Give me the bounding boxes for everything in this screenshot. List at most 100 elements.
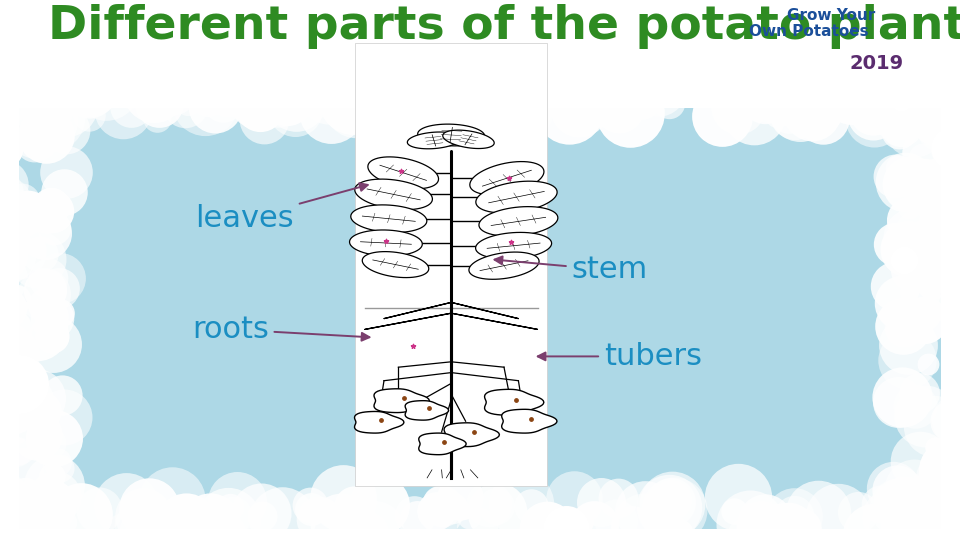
Point [467, 428, 482, 437]
Point [890, 163, 905, 172]
Point [164, 496, 180, 504]
Point [73, 510, 88, 518]
Point [902, 216, 918, 225]
Point [921, 269, 936, 278]
Point [7, 206, 22, 215]
Point [22, 395, 37, 403]
Polygon shape [418, 124, 485, 146]
Point [20, 524, 36, 533]
Point [867, 530, 882, 539]
Point [852, 97, 868, 106]
Point [900, 176, 915, 185]
Point [933, 270, 948, 279]
Point [914, 496, 929, 504]
Point [904, 77, 920, 86]
Point [587, 520, 602, 529]
Point [887, 281, 902, 290]
Point [180, 97, 196, 105]
Point [921, 503, 936, 511]
Point [9, 438, 24, 447]
Point [433, 498, 448, 507]
Point [664, 500, 680, 508]
Point [333, 519, 348, 528]
Point [894, 120, 909, 129]
Point [254, 512, 270, 521]
Polygon shape [349, 230, 422, 256]
Point [875, 83, 890, 92]
Point [437, 437, 452, 446]
Point [135, 511, 151, 520]
Point [894, 299, 909, 307]
Point [919, 512, 934, 521]
Point [55, 390, 70, 399]
Point [759, 89, 775, 97]
Point [43, 201, 59, 210]
Point [14, 197, 30, 206]
Point [527, 102, 542, 111]
Point [111, 520, 127, 529]
Point [927, 443, 943, 451]
Point [797, 524, 812, 533]
Point [223, 503, 238, 511]
Point [920, 482, 935, 491]
Point [611, 104, 626, 112]
Point [514, 500, 529, 508]
Point [927, 269, 943, 278]
Point [428, 507, 444, 516]
Point [65, 85, 81, 93]
Polygon shape [350, 205, 427, 233]
Point [461, 93, 476, 102]
Point [901, 204, 917, 212]
Point [516, 104, 532, 112]
Point [757, 87, 773, 96]
Polygon shape [362, 252, 429, 278]
Point [731, 103, 746, 111]
Point [673, 528, 688, 537]
Point [36, 290, 52, 299]
Point [0, 346, 12, 355]
Point [358, 112, 373, 120]
Point [929, 220, 945, 229]
Point [513, 105, 528, 114]
Point [503, 238, 518, 246]
Text: tubers: tubers [538, 342, 702, 371]
Point [760, 528, 776, 536]
Point [891, 83, 906, 91]
Polygon shape [419, 433, 467, 455]
Point [37, 286, 53, 295]
Point [938, 110, 953, 119]
Point [420, 404, 436, 413]
Point [944, 177, 959, 186]
Point [12, 380, 27, 388]
Point [575, 518, 590, 526]
Point [424, 79, 440, 88]
Point [394, 167, 409, 176]
Point [787, 110, 803, 118]
Point [324, 107, 339, 116]
Point [917, 309, 932, 318]
Point [405, 341, 420, 350]
Point [11, 246, 26, 255]
Point [935, 516, 950, 524]
Point [746, 109, 761, 118]
Point [141, 504, 156, 512]
Point [890, 503, 905, 512]
Point [943, 91, 958, 99]
Point [888, 172, 903, 180]
Point [51, 283, 66, 292]
Point [406, 511, 421, 519]
Polygon shape [485, 389, 543, 415]
Point [36, 229, 52, 238]
Point [851, 508, 866, 516]
Point [57, 187, 72, 196]
Point [289, 97, 304, 106]
Point [523, 502, 539, 511]
Point [30, 431, 45, 440]
Point [59, 126, 74, 134]
Point [892, 522, 907, 530]
Point [886, 101, 901, 110]
Point [930, 183, 946, 191]
Point [805, 99, 821, 107]
Point [387, 88, 402, 97]
Point [3, 325, 18, 333]
